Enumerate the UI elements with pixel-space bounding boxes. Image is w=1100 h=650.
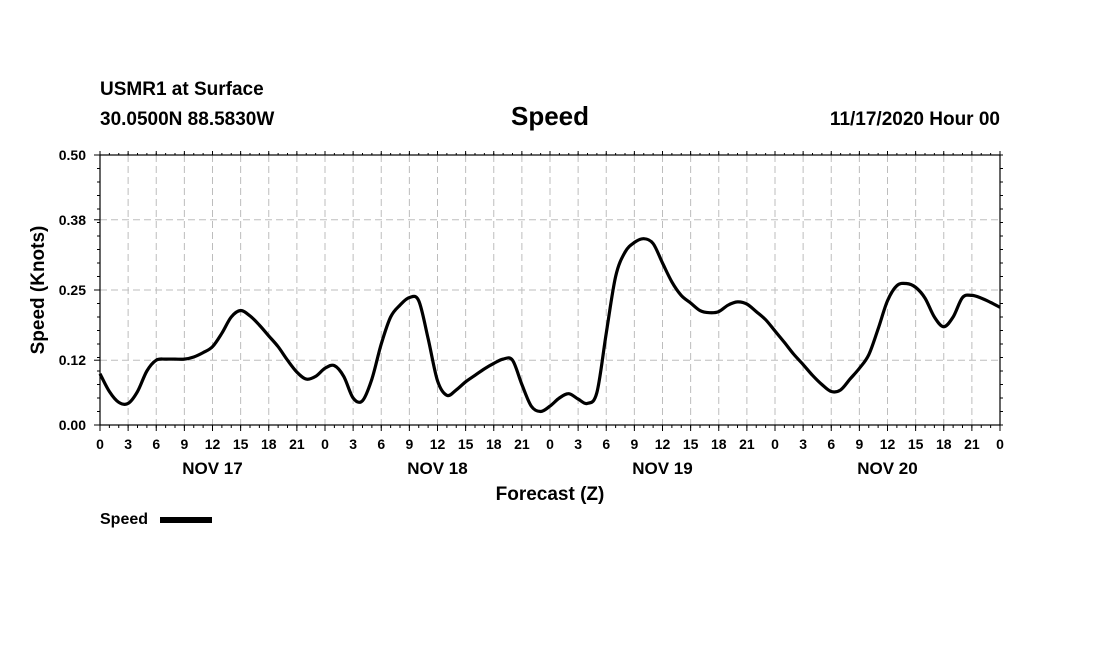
- x-tick-label: 12: [205, 436, 221, 452]
- x-tick-label: 6: [602, 436, 610, 452]
- x-tick-label: 12: [655, 436, 671, 452]
- x-tick-label: 12: [430, 436, 446, 452]
- y-axis-label: Speed (Knots): [28, 226, 49, 355]
- x-axis-ticks: 0 3 6 9 12 15 18 21 0 3 6 9 12 15 18 21 0 3 6 9 12 15 18 21 0 3 6 9…: [96, 151, 1004, 478]
- y-axis-ticks: 0.00 0.12 0.25 0.38 0.50: [59, 147, 1003, 433]
- x-tick-label: 18: [261, 436, 277, 452]
- chart-title: Speed: [511, 101, 589, 131]
- x-tick-label: 18: [936, 436, 952, 452]
- x-tick-label: 12: [880, 436, 896, 452]
- day-label: NOV 20: [857, 459, 917, 478]
- x-tick-label: 9: [630, 436, 638, 452]
- x-tick-label: 9: [180, 436, 188, 452]
- location-label: 30.0500N 88.5830W: [100, 109, 274, 130]
- x-tick-label: 0: [321, 436, 329, 452]
- x-tick-label: 15: [908, 436, 924, 452]
- series-layer: [98, 237, 1001, 414]
- y-tick-label: 0.12: [59, 352, 86, 368]
- x-tick-label: 0: [546, 436, 554, 452]
- y-tick-label: 0.38: [59, 212, 86, 228]
- day-label: NOV 19: [632, 459, 692, 478]
- x-tick-label: 0: [771, 436, 779, 452]
- station-label: USMR1 at Surface: [100, 79, 264, 100]
- x-tick-label: 0: [96, 436, 104, 452]
- x-tick-label: 15: [458, 436, 474, 452]
- x-tick-label: 18: [711, 436, 727, 452]
- x-axis-label: Forecast (Z): [496, 484, 605, 505]
- grid-lines: [100, 155, 1000, 425]
- x-tick-label: 0: [996, 436, 1004, 452]
- x-tick-label: 6: [152, 436, 160, 452]
- x-tick-label: 15: [683, 436, 699, 452]
- plot-frame: [99, 154, 1001, 426]
- day-label: NOV 18: [407, 459, 467, 478]
- x-tick-label: 3: [349, 436, 357, 452]
- datetime-label: 11/17/2020 Hour 00: [830, 109, 1000, 130]
- x-tick-label: 6: [377, 436, 385, 452]
- x-tick-label: 18: [486, 436, 502, 452]
- legend-label-speed: Speed: [100, 511, 148, 528]
- x-tick-label: 3: [574, 436, 582, 452]
- x-tick-label: 9: [855, 436, 863, 452]
- x-tick-label: 21: [739, 436, 755, 452]
- x-tick-label: 6: [827, 436, 835, 452]
- day-label: NOV 17: [182, 459, 242, 478]
- x-tick-label: 3: [124, 436, 132, 452]
- y-tick-label: 0.25: [59, 282, 86, 298]
- x-tick-label: 21: [964, 436, 980, 452]
- legend: Speed: [100, 511, 212, 528]
- x-tick-label: 15: [233, 436, 249, 452]
- x-tick-label: 3: [799, 436, 807, 452]
- x-tick-label: 9: [405, 436, 413, 452]
- y-tick-label: 0.00: [59, 417, 86, 433]
- x-tick-label: 21: [514, 436, 530, 452]
- series-line-speed: [98, 237, 1001, 414]
- x-tick-label: 21: [289, 436, 305, 452]
- y-tick-label: 0.50: [59, 147, 86, 163]
